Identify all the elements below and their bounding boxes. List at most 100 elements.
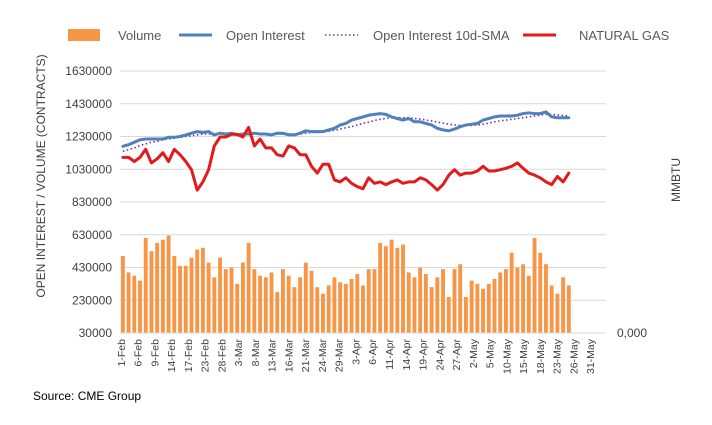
- volume-bar: [521, 264, 526, 333]
- volume-bar: [418, 267, 423, 333]
- volume-bar: [292, 287, 297, 333]
- x-tick-label: 16-Mar: [283, 339, 295, 373]
- y-left-tick-label: 230000: [72, 293, 112, 307]
- legend-swatch-volume: [68, 29, 100, 41]
- volume-bar: [149, 251, 154, 333]
- x-tick-label: 27-Apr: [451, 338, 463, 370]
- legend-label-open-interest: Open Interest: [226, 28, 305, 43]
- x-tick-label: 17-Feb: [183, 339, 195, 372]
- x-tick-label: 3-Mar: [233, 338, 245, 366]
- y-right-tick-label: 0,000: [617, 326, 647, 340]
- x-tick-label: 1-Feb: [116, 339, 128, 367]
- volume-bar: [561, 277, 566, 333]
- y-axis-left-title: OPEN INTEREST / VOLUME (CONTRACTS): [34, 54, 48, 297]
- volume-bar: [303, 262, 308, 333]
- volume-bar: [332, 277, 337, 333]
- x-tick-label: 23-Feb: [200, 339, 212, 372]
- volume-bar: [321, 293, 325, 333]
- x-tick-label: 13-Mar: [267, 339, 279, 373]
- y-left-tick-label: 1030000: [65, 162, 112, 176]
- volume-bar: [200, 247, 205, 333]
- x-tick-label: 3-Apr: [350, 339, 362, 365]
- y-left-tick-label: 1230000: [65, 130, 112, 144]
- volume-bar: [240, 262, 245, 333]
- volume-bar: [469, 280, 474, 333]
- volume-bar: [532, 238, 537, 333]
- volume-bar: [338, 282, 343, 333]
- volume-bar: [361, 285, 365, 333]
- volume-bar: [166, 235, 171, 333]
- volume-bar: [298, 277, 303, 333]
- volume-bar: [372, 269, 377, 333]
- open-interest-line: [121, 110, 571, 148]
- y-left-tick-label: 1430000: [65, 97, 112, 111]
- y-axis-right-title: MMBTU: [669, 158, 683, 202]
- legend-label-volume: Volume: [118, 28, 161, 43]
- volume-bar: [555, 293, 560, 333]
- volume-bar: [395, 247, 400, 333]
- volume-bars: [120, 235, 571, 333]
- volume-bar: [549, 285, 554, 333]
- volume-bar: [160, 239, 165, 333]
- volume-bar: [538, 252, 543, 333]
- volume-bar: [503, 269, 508, 333]
- volume-bar: [412, 277, 417, 333]
- volume-bar: [566, 285, 571, 333]
- volume-bar: [275, 292, 280, 333]
- volume-bar: [229, 267, 234, 333]
- volume-bar: [435, 277, 440, 333]
- x-tick-label: 10-May: [501, 338, 513, 374]
- x-tick-label: 18-May: [535, 338, 547, 374]
- volume-bar: [172, 256, 177, 333]
- x-tick-label: 14-Apr: [401, 338, 413, 370]
- volume-bar: [486, 283, 491, 333]
- volume-bar: [120, 256, 125, 333]
- x-tick-label: 14-Feb: [166, 339, 178, 372]
- volume-bar: [206, 262, 211, 333]
- x-tick-label: 28-Feb: [216, 339, 228, 372]
- y-axis-left: 1630000 1430000 1230000 1030000 830000 630000…: [65, 64, 112, 340]
- volume-bar: [349, 278, 354, 333]
- volume-bar: [383, 246, 388, 333]
- volume-bar: [309, 270, 314, 333]
- open-interest-sma-line: [122, 113, 569, 152]
- volume-bar: [406, 272, 411, 333]
- volume-bar: [389, 239, 394, 333]
- volume-bar: [223, 269, 228, 333]
- volume-bar: [183, 265, 188, 333]
- x-tick-label: 9-Feb: [149, 339, 161, 367]
- volume-bar: [258, 275, 263, 333]
- volume-bar: [189, 257, 194, 333]
- volume-bar: [178, 265, 182, 333]
- volume-bar: [366, 269, 371, 333]
- x-tick-label: 6-Apr: [367, 339, 379, 365]
- volume-bar: [281, 269, 285, 333]
- volume-bar: [544, 264, 548, 333]
- volume-bar: [498, 272, 503, 333]
- volume-bar: [452, 269, 457, 333]
- legend-label-natural-gas: NATURAL GAS: [579, 28, 670, 43]
- y-left-tick-label: 430000: [72, 261, 112, 275]
- volume-bar: [269, 272, 274, 333]
- x-tick-label: 8-Mar: [250, 338, 262, 366]
- volume-bar: [235, 283, 240, 333]
- volume-bar: [446, 296, 451, 333]
- x-tick-label: 26-May: [568, 338, 580, 374]
- x-tick-label: 6-Feb: [133, 339, 145, 367]
- volume-bar: [138, 280, 142, 333]
- volume-bar: [458, 264, 463, 333]
- volume-bar: [126, 272, 131, 333]
- x-tick-label: 24-Mar: [317, 339, 329, 373]
- volume-bar: [315, 287, 320, 333]
- volume-bar: [195, 249, 200, 333]
- volume-bar: [286, 275, 291, 333]
- volume-bar: [246, 242, 251, 333]
- volume-bar: [252, 269, 257, 333]
- volume-bar: [463, 296, 468, 333]
- x-tick-label: 5-May: [485, 338, 497, 368]
- x-tick-label: 21-Mar: [300, 339, 312, 373]
- volume-bar: [132, 275, 137, 333]
- x-tick-label: 19-Apr: [418, 338, 430, 370]
